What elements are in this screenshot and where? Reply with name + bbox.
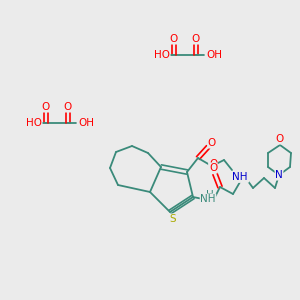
Text: NH: NH bbox=[233, 172, 249, 182]
Text: N: N bbox=[275, 170, 283, 180]
Text: O: O bbox=[208, 138, 216, 148]
Text: O: O bbox=[209, 159, 217, 169]
Text: HO: HO bbox=[26, 118, 42, 128]
Text: NH: NH bbox=[200, 194, 216, 204]
Text: OH: OH bbox=[78, 118, 94, 128]
Text: H: H bbox=[205, 50, 213, 60]
Text: S: S bbox=[170, 214, 176, 224]
Text: NH: NH bbox=[232, 172, 248, 182]
Text: O: O bbox=[170, 34, 178, 44]
Text: O: O bbox=[276, 134, 284, 144]
Text: N: N bbox=[204, 195, 212, 205]
Text: H: H bbox=[206, 190, 214, 200]
Text: O: O bbox=[209, 163, 217, 173]
Text: O: O bbox=[192, 34, 200, 44]
Text: O: O bbox=[64, 102, 72, 112]
Text: OH: OH bbox=[206, 50, 222, 60]
Text: N: N bbox=[237, 172, 245, 182]
Text: H: H bbox=[77, 118, 85, 128]
Text: O: O bbox=[42, 102, 50, 112]
Text: HO: HO bbox=[154, 50, 170, 60]
